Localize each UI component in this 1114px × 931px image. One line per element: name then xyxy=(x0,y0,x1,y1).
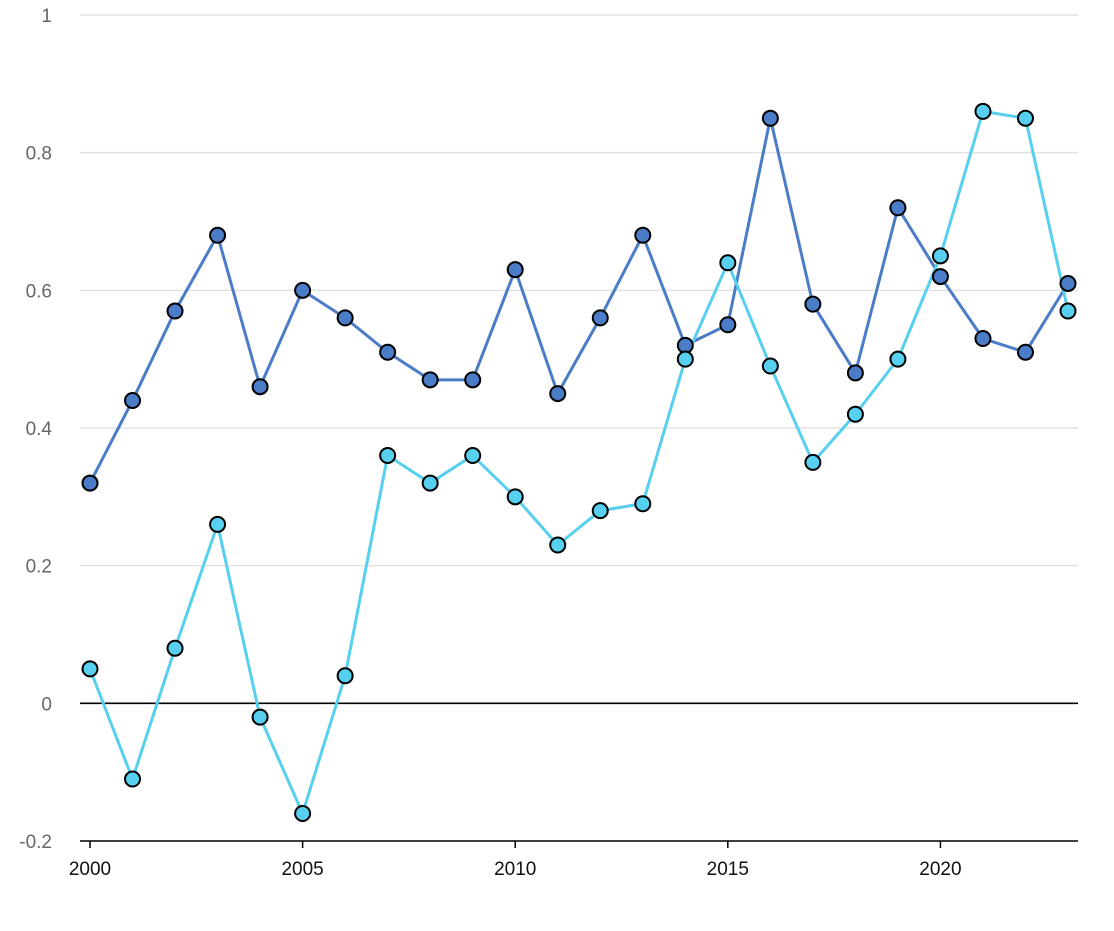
series-layer xyxy=(88,109,1070,815)
series-2-point[interactable] xyxy=(336,667,354,685)
series-2-point[interactable] xyxy=(209,515,227,533)
series-2-point[interactable] xyxy=(294,804,312,822)
series-2-point[interactable] xyxy=(421,474,439,492)
series-1-point[interactable] xyxy=(1016,343,1034,361)
series-2-point[interactable] xyxy=(166,639,184,657)
series-1-point[interactable] xyxy=(931,268,949,286)
series-2-point[interactable] xyxy=(124,770,142,788)
x-tick-label: 2015 xyxy=(707,859,749,880)
series-2-point[interactable] xyxy=(634,495,652,513)
series-2-point[interactable] xyxy=(549,536,567,554)
series-2-point[interactable] xyxy=(761,357,779,375)
series-2-point[interactable] xyxy=(506,488,524,506)
series-1-point[interactable] xyxy=(676,336,694,354)
series-1-point[interactable] xyxy=(591,309,609,327)
y-tick-label: 0.6 xyxy=(26,281,52,302)
y-tick-label: 1 xyxy=(41,6,52,27)
series-2-point[interactable] xyxy=(719,254,737,272)
series-1-point[interactable] xyxy=(804,295,822,313)
series-1-point[interactable] xyxy=(889,199,907,217)
series-1-point[interactable] xyxy=(379,343,397,361)
y-tick-label: 0 xyxy=(41,694,52,715)
series-1-point[interactable] xyxy=(549,385,567,403)
series-2-point[interactable] xyxy=(974,102,992,120)
series-1-line xyxy=(88,116,1070,484)
series-2-point[interactable] xyxy=(846,405,864,423)
series-2-line xyxy=(88,109,1070,815)
series-1-point[interactable] xyxy=(166,302,184,320)
series-2-point[interactable] xyxy=(379,447,397,465)
series-1-point[interactable] xyxy=(506,261,524,279)
series-1-point[interactable] xyxy=(421,371,439,389)
y-tick-label: 0.8 xyxy=(26,144,52,165)
x-tick-label: 2010 xyxy=(494,859,536,880)
y-tick-label: -0.2 xyxy=(19,832,52,853)
series-2-point[interactable] xyxy=(1059,302,1077,320)
x-tick-label: 2005 xyxy=(281,859,323,880)
series-2-point[interactable] xyxy=(676,350,694,368)
series-2-point[interactable] xyxy=(889,350,907,368)
series-1-point[interactable] xyxy=(1059,274,1077,292)
axis-layer: -0.2 0 0.2 0.4 0.6 0.8 1 2000 2005 2010 2015 2020 xyxy=(19,6,1078,880)
series-2-point[interactable] xyxy=(591,502,609,520)
x-tick-label: 2000 xyxy=(69,859,111,880)
series-1-point[interactable] xyxy=(761,109,779,127)
y-tick-label: 0.2 xyxy=(26,557,52,578)
series-1-point[interactable] xyxy=(464,371,482,389)
y-tick-label: 0.4 xyxy=(26,419,53,440)
series-2-point[interactable] xyxy=(251,708,269,726)
marker-layer xyxy=(81,102,1077,822)
series-2-point[interactable] xyxy=(81,660,99,678)
series-1-point[interactable] xyxy=(124,391,142,409)
grid-layer xyxy=(80,14,1078,567)
series-1-point[interactable] xyxy=(634,226,652,244)
series-2-point[interactable] xyxy=(464,447,482,465)
series-1-point[interactable] xyxy=(974,330,992,348)
series-1-point[interactable] xyxy=(209,226,227,244)
series-1-point[interactable] xyxy=(719,316,737,334)
series-1-point[interactable] xyxy=(336,309,354,327)
series-1-point[interactable] xyxy=(81,474,99,492)
series-2-point[interactable] xyxy=(1016,109,1034,127)
series-1-point[interactable] xyxy=(846,364,864,382)
series-1-point[interactable] xyxy=(251,378,269,396)
series-1-point[interactable] xyxy=(294,281,312,299)
series-2-point[interactable] xyxy=(931,247,949,265)
series-2-point[interactable] xyxy=(804,453,822,471)
x-tick-label: 2020 xyxy=(919,859,961,880)
